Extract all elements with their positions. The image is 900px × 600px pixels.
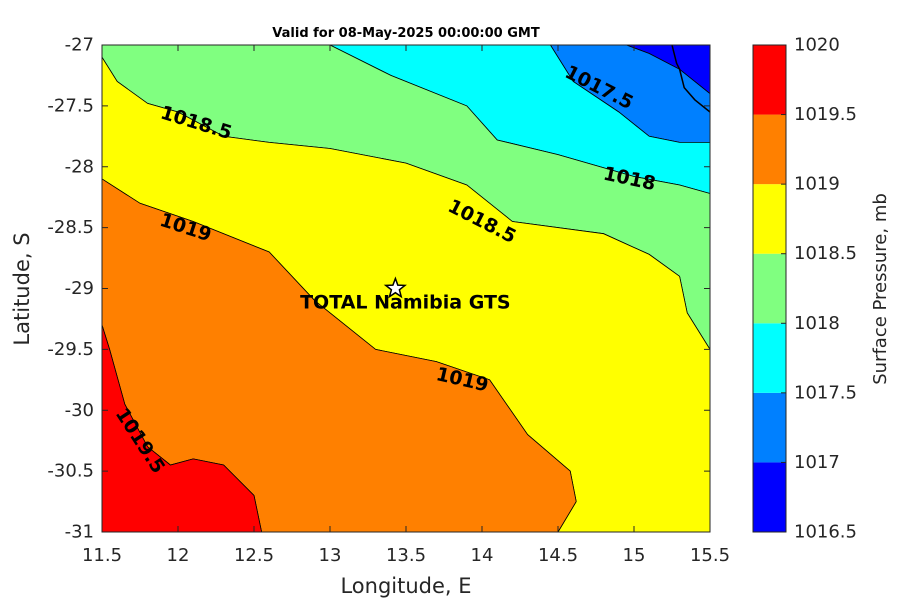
y-tick-label: -28.5 [47,217,94,238]
colorbar-swatch [753,462,786,532]
colorbar-tick-label: 1018 [794,313,840,334]
site-star-marker [383,276,407,299]
site-label: TOTAL Namibia GTS [300,292,511,314]
x-tick-label: 14.5 [538,545,578,566]
x-tick-label: 15 [623,545,646,566]
y-tick-label: -30.5 [47,461,94,482]
x-tick-label: 12 [167,545,190,566]
site-marker-group: TOTAL Namibia GTS [300,276,511,314]
x-tick-label: 15.5 [690,545,730,566]
coastline [671,45,710,113]
colorbar-swatch [753,392,786,463]
colorbar-tick-label: 1019.5 [794,104,857,125]
colorbar-tick-label: 1020 [794,35,840,56]
x-tick-label: 13.5 [386,545,426,566]
contour-region [102,324,263,532]
y-tick-label: -27.5 [47,95,94,116]
colorbar-tick-label: 1018.5 [794,243,857,264]
colorbar-frame [752,44,787,533]
colorbar-label: Surface Pressure, mb [870,193,891,385]
x-tick-label: 11.5 [82,545,122,566]
colorbar-tick-label: 1019 [794,174,840,195]
coastline-line [671,45,710,113]
colorbar: 1016.5 1017 1017.5 1018 1018.5 1019 1019.5 1020 [752,35,857,543]
y-tick-label: -27 [65,35,94,56]
colorbar-swatch [753,114,786,185]
colorbar-swatch [753,253,786,324]
y-tick-label: -31 [65,522,94,543]
contour-fills [102,45,710,532]
y-tick-label: -28 [65,156,94,177]
y-axis-label: Latitude, S [10,232,34,345]
x-axis-label: Longitude, E [340,574,471,598]
x-tick-label: 14 [471,545,494,566]
chart-title: Valid for 08-May-2025 00:00:00 GMT [272,26,540,41]
colorbar-tick-label: 1017 [794,452,840,473]
x-tick-label: 13 [319,545,342,566]
y-tick-label: -29 [65,278,94,299]
y-axis-ticks: -27 -27.5 -28 -28.5 -29 -29.5 -30 -30.5 -31 [47,35,710,543]
y-tick-label: -29.5 [47,339,94,360]
x-axis-ticks: 11.5 12 12.5 13 13.5 14 14.5 15 15.5 [82,45,730,566]
colorbar-tick-label: 1016.5 [794,522,857,543]
y-tick-label: -30 [65,400,94,421]
colorbar-swatch [753,45,786,115]
colorbar-tick-label: 1017.5 [794,382,857,403]
x-tick-label: 12.5 [234,545,274,566]
colorbar-swatch [753,184,786,254]
colorbar-swatch [753,323,786,393]
